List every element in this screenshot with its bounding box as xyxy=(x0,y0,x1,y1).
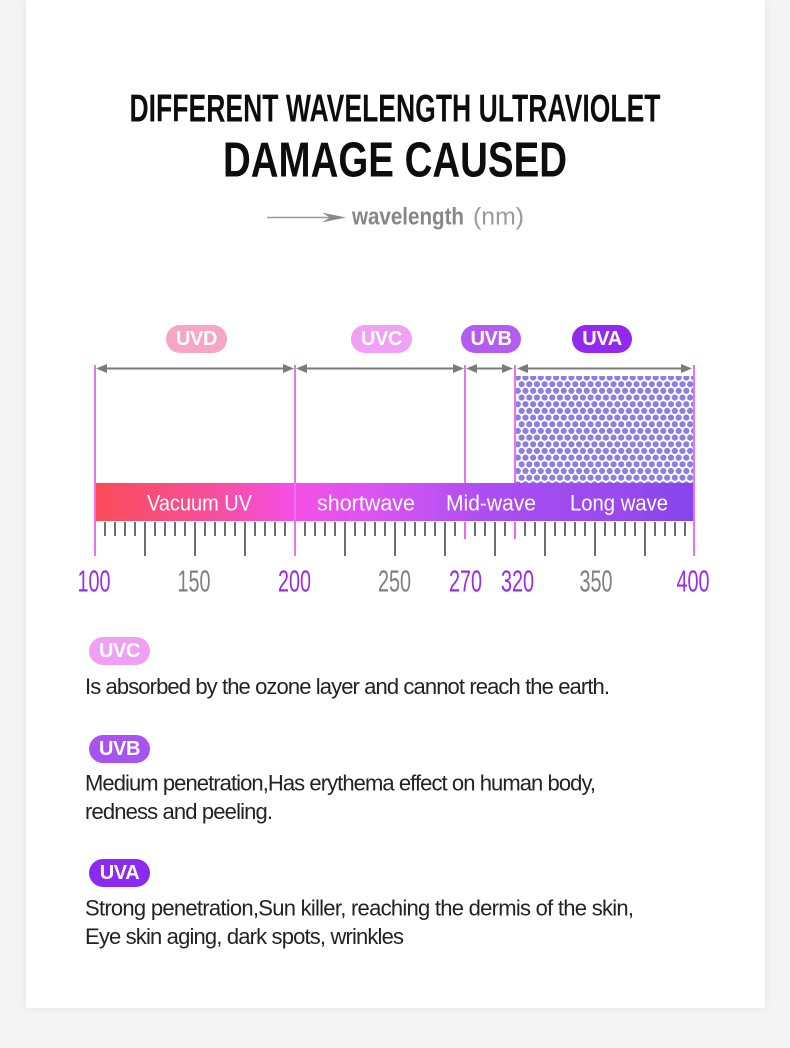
svg-text:400: 400 xyxy=(677,564,710,599)
svg-text:Mid-wave: Mid-wave xyxy=(446,491,536,516)
svg-text:270: 270 xyxy=(449,564,482,599)
svg-text:Eye skin aging, dark spots, wr: Eye skin aging, dark spots, wrinkles xyxy=(85,924,404,949)
svg-text:(nm): (nm) xyxy=(473,203,524,230)
svg-text:Medium penetration,Has erythem: Medium penetration,Has erythema effect o… xyxy=(85,771,596,796)
svg-text:Long wave: Long wave xyxy=(570,491,668,516)
svg-text:DIFFERENT WAVELENGTH ULTRAVIOL: DIFFERENT WAVELENGTH ULTRAVIOLET xyxy=(130,88,661,131)
svg-text:100: 100 xyxy=(78,564,111,599)
svg-text:wavelength: wavelength xyxy=(351,203,464,230)
svg-text:350: 350 xyxy=(580,564,613,599)
svg-text:320: 320 xyxy=(501,564,534,599)
svg-text:200: 200 xyxy=(278,564,311,599)
svg-text:DAMAGE CAUSED: DAMAGE CAUSED xyxy=(223,134,567,188)
svg-text:150: 150 xyxy=(178,564,211,599)
svg-text:Vacuum UV: Vacuum UV xyxy=(147,491,252,516)
svg-text:Is absorbed by the ozone layer: Is absorbed by the ozone layer and canno… xyxy=(85,674,610,699)
svg-text:Strong penetration,Sun killer,: Strong penetration,Sun killer, reaching … xyxy=(85,896,634,921)
svg-text:shortwave: shortwave xyxy=(317,491,415,516)
svg-text:redness and peeling.: redness and peeling. xyxy=(85,799,273,824)
svg-text:250: 250 xyxy=(378,564,411,599)
